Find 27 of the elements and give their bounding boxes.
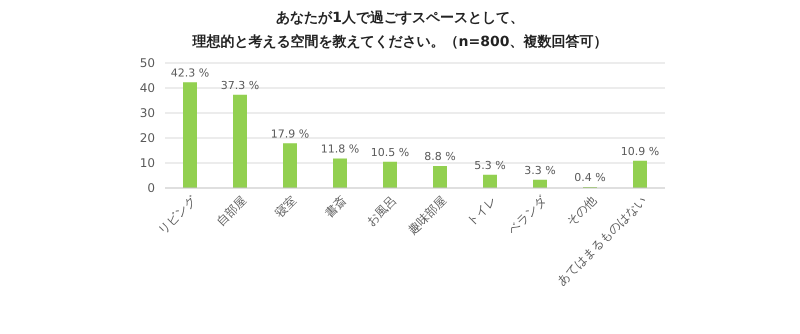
y-tick-label: 30 — [140, 106, 155, 120]
data-label: 17.9 % — [270, 127, 310, 140]
y-tick-label: 20 — [140, 131, 155, 146]
data-label: 37.3 % — [220, 78, 260, 92]
y-tick-label: 0 — [147, 181, 155, 196]
x-tick-label: リビング — [155, 192, 200, 238]
data-label: 8.8 % — [424, 150, 456, 163]
y-tick-label: 40 — [140, 81, 155, 96]
x-tick-label: お風呂 — [364, 193, 400, 229]
x-tick-label: 趣味部屋 — [405, 193, 450, 238]
y-tick-label: 50 — [140, 56, 155, 70]
x-tick-label: その他 — [564, 193, 600, 229]
x-tick-label: 寝室 — [272, 193, 300, 220]
x-tick-label: ベランダ — [505, 192, 550, 238]
x-tick-label: トイレ — [464, 193, 500, 229]
x-tick-label: 自部屋 — [214, 193, 250, 229]
data-label: 10.9 % — [620, 144, 660, 158]
data-label: 3.3 % — [524, 164, 556, 177]
data-label: 10.5 % — [370, 146, 410, 159]
y-tick-label: 10 — [140, 156, 155, 170]
x-tick-label: 書斎 — [322, 193, 350, 220]
data-label: 5.3 % — [474, 158, 506, 172]
data-label: 11.8 % — [320, 142, 360, 156]
data-label: 42.3 % — [170, 66, 210, 80]
chart-subtitle: 理想的と考える空間を教えてください。（n=800、複数回答可） — [192, 33, 608, 50]
chart-title: あなたが1人で過ごすスペースとして、 — [276, 10, 524, 26]
data-label: 0.4 % — [574, 171, 606, 184]
